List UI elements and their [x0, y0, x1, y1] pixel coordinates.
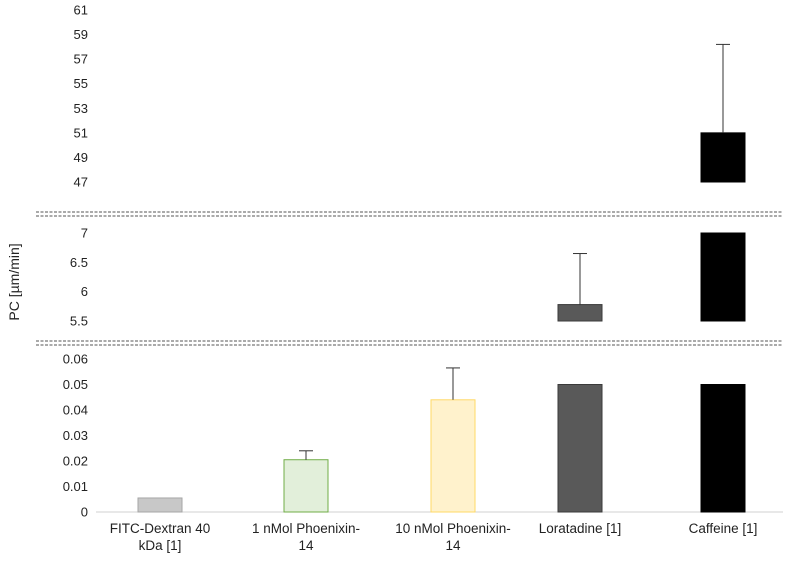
y-tick-label: 55 [74, 76, 88, 91]
error-bars [299, 43, 730, 460]
bar [700, 132, 746, 183]
y-tick-label: 6.5 [70, 255, 88, 270]
bar [557, 304, 603, 322]
y-tick-label: 0.05 [63, 377, 88, 392]
y-tick-label: 0.06 [63, 352, 88, 367]
y-tick-label: 0.04 [63, 403, 88, 418]
y-tick-label: 7 [81, 226, 88, 241]
y-tick-label: 61 [74, 3, 88, 18]
y-tick-label: 53 [74, 101, 88, 116]
bar [700, 232, 746, 322]
y-tick-label: 5.5 [70, 314, 88, 329]
tick-labels: 61 59 57 55 53 51 49 47 7 6.5 6 5.5 0.06 0.05 0.04 0.03… [63, 3, 88, 520]
x-category-label: FITC-Dextran 40 [110, 521, 211, 536]
y-tick-label: 51 [74, 125, 88, 140]
y-tick-label: 6 [81, 284, 88, 299]
x-category-label: 14 [298, 538, 314, 553]
y-tick-label: 0.03 [63, 428, 88, 443]
x-category-label: 14 [445, 538, 461, 553]
bar [700, 384, 746, 513]
bar [557, 384, 603, 513]
y-tick-label: 49 [74, 150, 88, 165]
x-category-label: Caffeine [1] [689, 521, 758, 536]
bar [283, 459, 329, 513]
bar [430, 399, 476, 513]
y-tick-label: 59 [74, 27, 88, 42]
y-tick-label: 57 [74, 52, 88, 67]
axis-break-lines [36, 211, 783, 346]
y-tick-label: 0.02 [63, 454, 88, 469]
category-labels: FITC-Dextran 40 kDa [1] 1 nMol Phoenixin- 1… [110, 521, 758, 553]
bars [137, 132, 746, 513]
x-category-label: 1 nMol Phoenixin- [252, 521, 360, 536]
y-tick-label: 47 [74, 175, 88, 190]
y-axis-label: PC [µm/min] [6, 243, 22, 320]
x-category-label: Loratadine [1] [539, 521, 622, 536]
x-category-label: 10 nMol Phoenixin- [395, 521, 511, 536]
y-tick-label: 0.01 [63, 479, 88, 494]
y-tick-label: 0 [81, 505, 88, 520]
x-category-label: kDa [1] [139, 538, 182, 553]
bar [137, 497, 183, 513]
